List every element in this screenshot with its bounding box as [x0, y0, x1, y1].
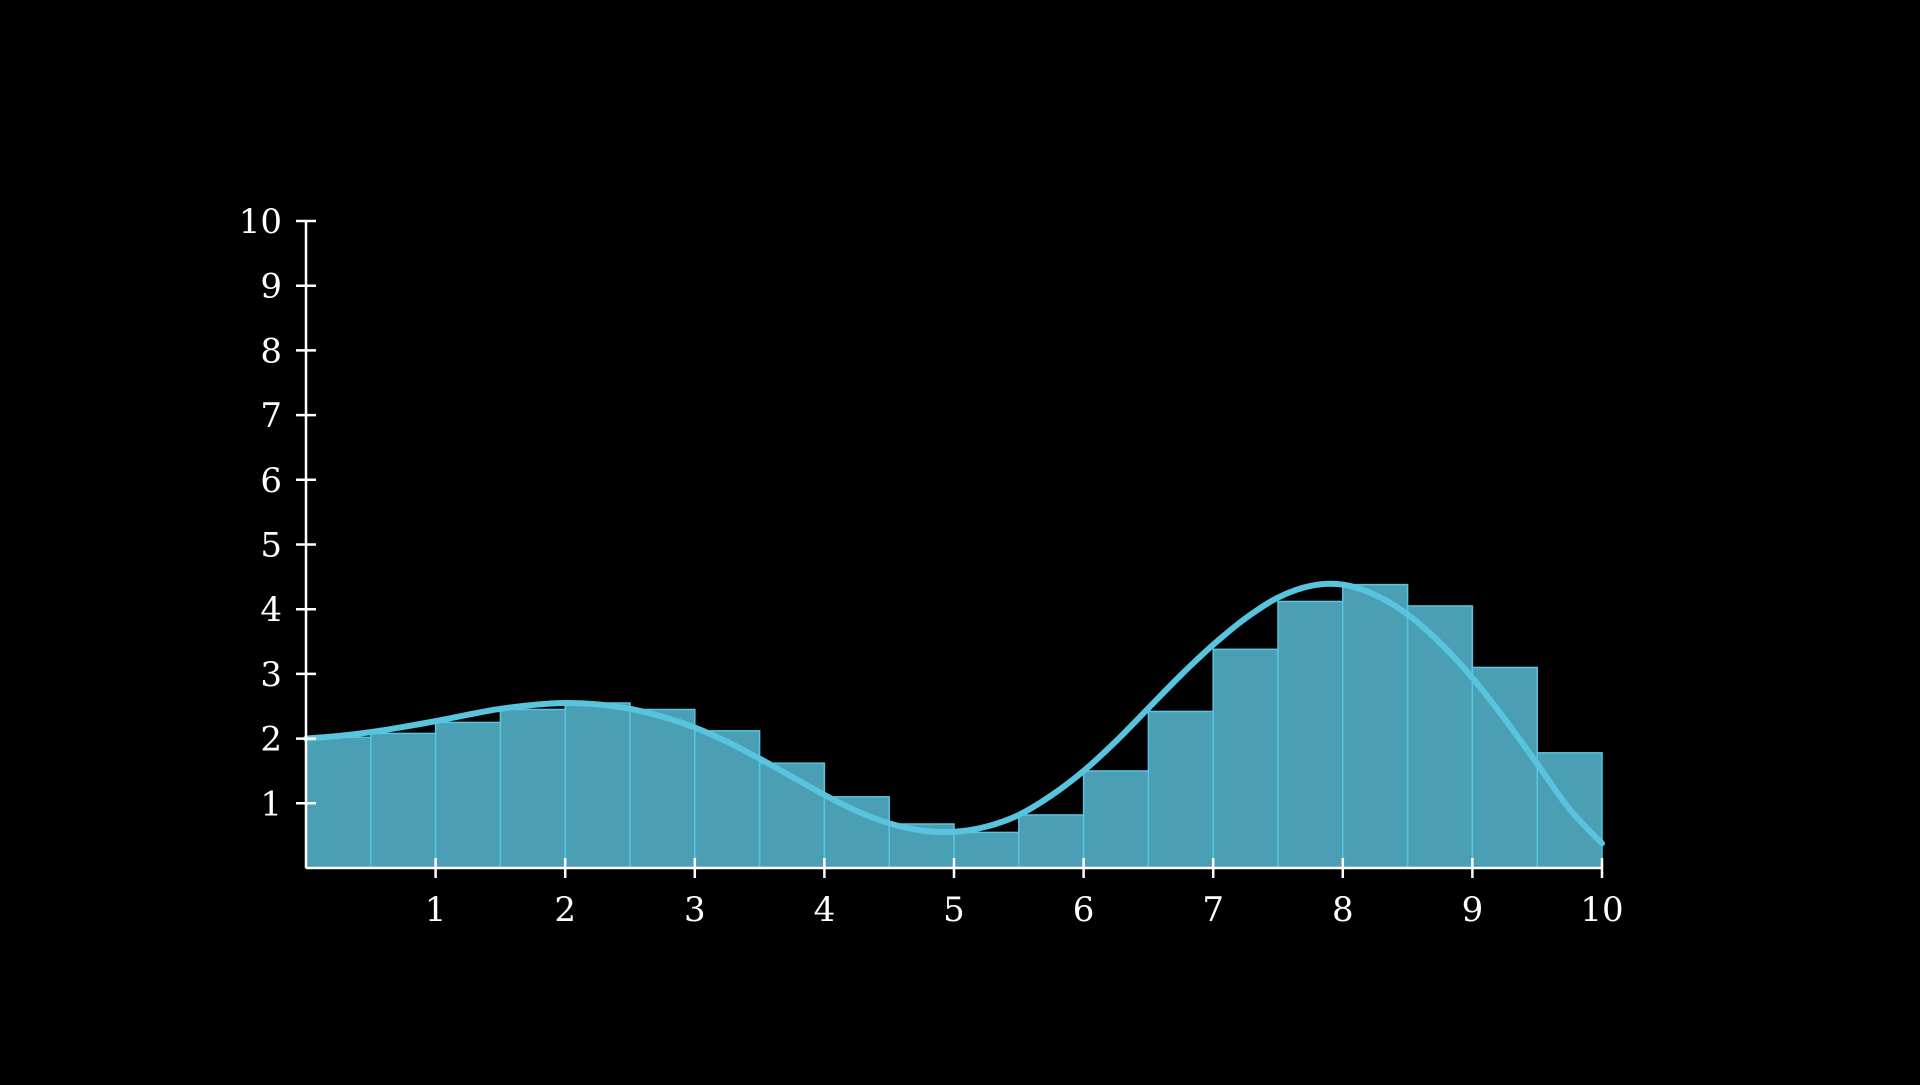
histogram-bar-9	[823, 796, 890, 869]
function-curve	[303, 580, 1605, 847]
histogram-bar-13	[1082, 770, 1150, 869]
histogram-bar-6	[629, 708, 696, 869]
x-tick-label-6: 6	[1073, 890, 1095, 930]
y-tick-label-10: 10	[239, 202, 282, 242]
histogram-bar-14	[1147, 710, 1214, 869]
x-tick-label-8: 8	[1332, 890, 1354, 930]
bars-layer	[305, 583, 1603, 869]
histogram-bar-16	[1277, 600, 1344, 869]
y-tick-label-8: 8	[260, 331, 282, 371]
histogram-bar-11	[953, 831, 1020, 869]
x-tick-label-10: 10	[1580, 890, 1623, 930]
y-tick-label-2: 2	[260, 720, 282, 760]
x-tick-label-2: 2	[554, 890, 576, 930]
y-tick-label-9: 9	[260, 267, 282, 307]
x-tick-label-1: 1	[425, 890, 447, 930]
y-tick-label-6: 6	[260, 461, 282, 501]
histogram-bar-4	[499, 708, 566, 869]
x-tick-label-4: 4	[814, 890, 836, 930]
y-tick-label-5: 5	[260, 526, 282, 566]
tick-labels-layer: 1 2 3 4 5 6 7 8 9 10 1 2 3 4 5 6 7 8 9 10	[239, 202, 1624, 930]
histogram-bar-19	[1471, 666, 1538, 869]
x-tick-label-3: 3	[684, 890, 706, 930]
histogram-bar-3	[434, 721, 502, 869]
x-tick-label-9: 9	[1462, 890, 1484, 930]
x-tick-label-7: 7	[1202, 890, 1224, 930]
histogram-bar-17	[1342, 583, 1409, 869]
curve-layer	[303, 580, 1605, 847]
histogram-bar-1	[305, 736, 372, 869]
x-tick-label-5: 5	[943, 890, 965, 930]
histogram-bar-2	[370, 732, 437, 869]
axes-layer	[296, 219, 1604, 878]
histogram-bar-12	[1018, 814, 1085, 869]
y-tick-label-3: 3	[260, 655, 282, 695]
y-tick-label-1: 1	[260, 784, 282, 824]
histogram-bar-5	[564, 702, 631, 869]
y-tick-label-7: 7	[260, 396, 282, 436]
histogram-bar-15	[1212, 648, 1279, 869]
y-tick-label-4: 4	[260, 590, 282, 630]
histogram-bar-8	[758, 762, 826, 869]
